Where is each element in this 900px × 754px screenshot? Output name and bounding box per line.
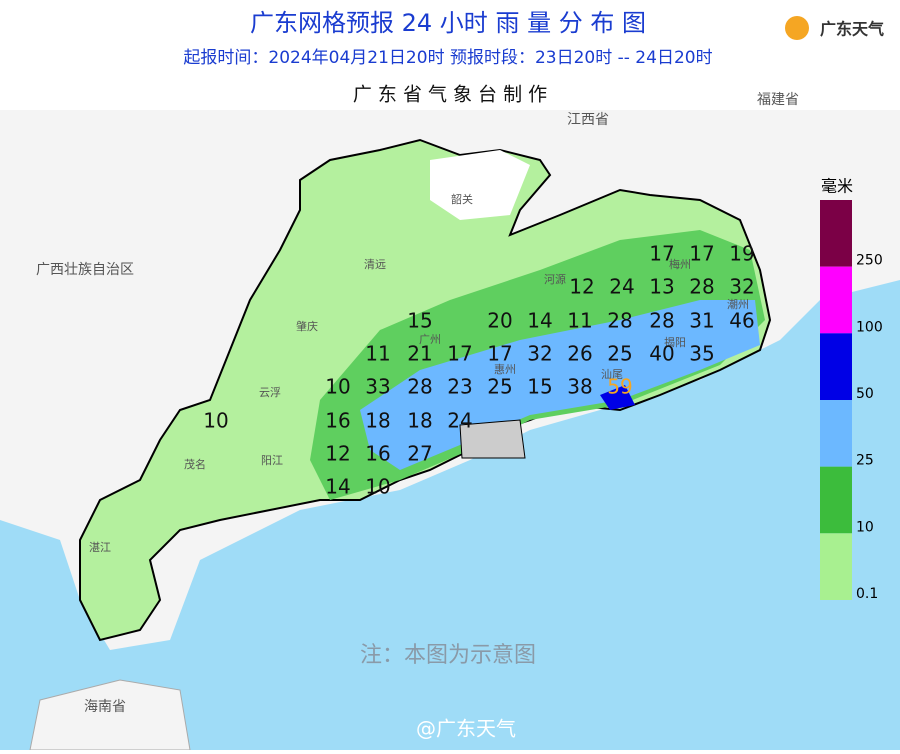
note: 注：本图为示意图 [360, 643, 536, 668]
rainfall-value: 14 [527, 309, 552, 333]
rainfall-value: 23 [447, 375, 472, 399]
title: 广东网格预报 24 小时 雨 量 分 布 图 [250, 9, 646, 37]
rainfall-value: 33 [365, 375, 390, 399]
rainfall-value: 14 [325, 475, 350, 499]
place-label: 清远 [364, 258, 386, 271]
legend-title: 毫米 [821, 177, 853, 196]
place-label: 广西壮族自治区 [36, 262, 134, 278]
place-label: 茂名 [184, 457, 206, 471]
place-label: 湛江 [89, 541, 111, 554]
place-label: 惠州 [494, 362, 516, 376]
rainfall-value: 17 [447, 342, 472, 366]
rainfall-value: 28 [689, 275, 714, 299]
rainfall-value: 28 [649, 309, 674, 333]
rainfall-value: 35 [689, 342, 714, 366]
legend-swatch [820, 533, 852, 600]
rainfall-value: 17 [689, 242, 714, 266]
subtitle: 起报时间：2024年04月21日20时 预报时段：23日20时 -- 24日20… [183, 48, 712, 68]
legend-swatch [820, 266, 852, 334]
place-label: 揭阳 [664, 335, 686, 349]
place-label: 阳江 [261, 454, 283, 467]
rainfall-value: 25 [487, 375, 512, 399]
rainfall-value: 32 [729, 275, 754, 299]
place-label: 云浮 [259, 386, 281, 399]
legend-swatch [820, 466, 852, 534]
rainfall-value: 16 [365, 442, 390, 466]
hainan [29, 679, 191, 751]
rainfall-value: 16 [325, 409, 350, 433]
rainfall-value: 11 [567, 309, 592, 333]
place-label: 江西省 [567, 112, 609, 128]
rainfall-value: 24 [447, 409, 472, 433]
place-label: 福建省 [757, 92, 799, 108]
rain-50 [600, 385, 635, 410]
rainfall-value: 18 [407, 409, 432, 433]
place-label: 梅州 [669, 257, 691, 271]
logo-sun [785, 16, 809, 40]
rainfall-value: 17 [487, 342, 512, 366]
rainfall-value: 24 [609, 275, 634, 299]
rainfall-value: 25 [607, 342, 632, 366]
rainfall-value: 31 [689, 309, 714, 333]
legend-swatch [820, 400, 852, 467]
sea [0, 280, 900, 750]
place-label: 广州 [419, 333, 441, 346]
rainfall-value: 11 [365, 342, 390, 366]
rainfall-value: 13 [649, 275, 674, 299]
rainfall-value: 27 [407, 442, 432, 466]
rainfall-value: 59 [607, 375, 632, 399]
rainfall-value: 17 [649, 242, 674, 266]
logo-text: 广东天气 [820, 20, 884, 39]
rainfall-value: 28 [607, 309, 632, 333]
rainfall-value: 19 [729, 242, 754, 266]
rainfall-value: 10 [325, 375, 350, 399]
rainfall-value: 46 [729, 309, 754, 333]
rainfall-value: 20 [487, 309, 512, 333]
place-label: 河源 [544, 272, 566, 286]
shaoguan-dry [430, 150, 530, 220]
hong-kong [459, 419, 526, 459]
place-label: 潮州 [727, 297, 749, 311]
legend-label: 100 [856, 319, 883, 335]
rainfall-value: 32 [527, 342, 552, 366]
rainfall-value: 15 [527, 375, 552, 399]
rainfall-value: 15 [407, 309, 432, 333]
rainfall-value: 10 [203, 409, 228, 433]
watermark: @广东天气 [416, 717, 516, 741]
legend-swatch [820, 333, 852, 400]
rainfall-value: 10 [365, 475, 390, 499]
legend-label: 50 [856, 386, 874, 402]
rainfall-value: 28 [407, 375, 432, 399]
place-label: 肇庆 [296, 319, 318, 333]
rainfall-value: 21 [407, 342, 432, 366]
rainfall-value: 12 [569, 275, 594, 299]
rainfall-value: 40 [649, 342, 674, 366]
rainfall-value: 18 [365, 409, 390, 433]
legend-label: 250 [856, 253, 883, 269]
producer: 广 东 省 气 象 台 制 作 [353, 84, 547, 106]
place-label: 汕尾 [601, 368, 623, 381]
place-label: 韶关 [451, 192, 473, 206]
legend-label: 25 [856, 453, 874, 469]
place-label: 海南省 [84, 699, 126, 715]
legend-label: 0.1 [856, 586, 878, 602]
legend-swatch [820, 200, 852, 267]
rainfall-value: 26 [567, 342, 592, 366]
rainfall-value: 38 [567, 375, 592, 399]
legend-label: 10 [856, 519, 874, 535]
rainfall-value: 12 [325, 442, 350, 466]
